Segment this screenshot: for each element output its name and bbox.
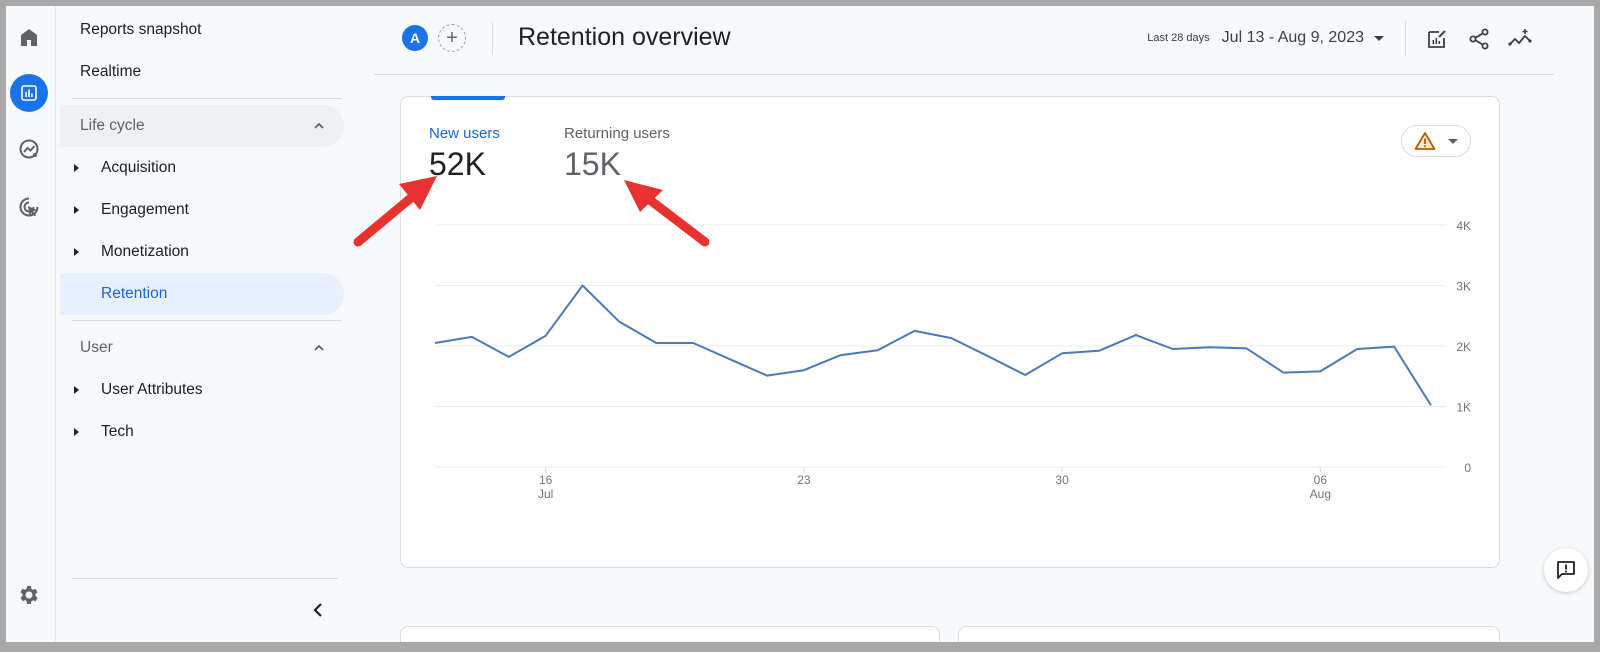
rail-settings-button[interactable] <box>10 576 48 614</box>
nav-section-life-cycle[interactable]: Life cycle <box>60 105 344 147</box>
rail-advertising-button[interactable] <box>10 188 48 226</box>
nav-item-label: Acquisition <box>101 159 176 176</box>
nav-item-label: Monetization <box>101 243 189 260</box>
rail-explore-button[interactable] <box>10 130 48 168</box>
metric-label: Returning users <box>564 125 670 142</box>
header-divider <box>492 22 493 54</box>
x-tick-label: 06 <box>1314 473 1328 487</box>
customize-report-button[interactable] <box>1424 26 1450 52</box>
dropdown-caret-icon <box>1448 138 1458 144</box>
collapse-nav-button[interactable] <box>306 598 330 622</box>
section-label: Life cycle <box>80 117 145 134</box>
feedback-icon <box>1557 561 1575 579</box>
date-range-picker[interactable]: Last 28 days Jul 13 - Aug 9, 2023 <box>1147 29 1384 47</box>
y-tick-label: 3K <box>1456 280 1471 294</box>
nav-item-tech[interactable]: Tech <box>60 411 344 453</box>
nav-realtime[interactable]: Realtime <box>80 63 142 80</box>
page-title: Retention overview <box>518 23 731 51</box>
data-quality-button[interactable] <box>1401 125 1471 157</box>
section-label: User <box>80 339 113 356</box>
x-tick-label: 30 <box>1055 473 1069 487</box>
expand-arrow-icon <box>74 386 79 394</box>
summary-card-left <box>400 626 940 642</box>
feedback-button[interactable] <box>1544 548 1588 592</box>
explore-icon <box>19 139 39 159</box>
home-icon <box>21 29 37 46</box>
metric-label: New users <box>429 125 500 142</box>
y-tick-label: 2K <box>1456 340 1471 354</box>
warning-icon <box>1414 132 1436 150</box>
nav-item-acquisition[interactable]: Acquisition <box>60 147 344 189</box>
chevron-left-icon <box>313 603 322 617</box>
comparison-avatar[interactable]: A <box>402 25 428 51</box>
x-tick-month-label: Aug <box>1310 487 1331 501</box>
x-tick-label: 16 <box>539 473 553 487</box>
metric-value: 15K <box>564 146 621 182</box>
nav-item-label: Retention <box>101 285 168 302</box>
rail-reports-button[interactable] <box>10 74 48 112</box>
summary-card-right <box>958 626 1500 642</box>
reports-icon <box>21 85 37 101</box>
chevron-up-icon <box>314 344 324 351</box>
expand-arrow-icon <box>74 248 79 256</box>
nav-item-engagement[interactable]: Engagement <box>60 189 344 231</box>
y-tick-label: 4K <box>1456 219 1471 233</box>
x-tick-month-label: Jul <box>538 487 553 501</box>
reports-nav: Reports snapshot Realtime Life cycle Acq… <box>56 6 356 642</box>
nav-item-monetization[interactable]: Monetization <box>60 231 344 273</box>
retention-chart-card: New users 52K Returning users 15K 0 1K 2K 3… <box>400 96 1500 568</box>
chevron-up-icon <box>314 122 324 129</box>
nav-section-user[interactable]: User <box>60 327 344 369</box>
nav-divider <box>72 578 338 579</box>
customize-report-icon <box>1428 30 1446 48</box>
date-range-value: Jul 13 - Aug 9, 2023 <box>1221 29 1364 46</box>
header-divider <box>1405 20 1406 56</box>
advertising-icon <box>19 197 39 217</box>
expand-arrow-icon <box>74 206 79 214</box>
nav-reports-snapshot[interactable]: Reports snapshot <box>80 21 202 38</box>
y-tick-label: 0 <box>1464 461 1471 475</box>
series-line-new-users[interactable] <box>434 284 1432 406</box>
nav-item-label: User Attributes <box>101 381 203 398</box>
nav-divider <box>72 98 342 99</box>
share-icon <box>1469 28 1489 50</box>
metric-tab-returning-users[interactable]: Returning users 15K <box>564 125 670 183</box>
nav-rail <box>6 6 56 642</box>
insights-icon <box>1508 29 1532 46</box>
x-tick-label: 23 <box>797 473 811 487</box>
gear-icon <box>20 586 38 604</box>
nav-item-label: Engagement <box>101 201 189 218</box>
share-button[interactable] <box>1466 26 1492 52</box>
metric-tab-new-users[interactable]: New users 52K <box>429 125 500 183</box>
nav-item-label: Tech <box>101 423 134 440</box>
nav-divider <box>72 320 342 321</box>
rail-home-button[interactable] <box>10 18 48 56</box>
metric-value: 52K <box>429 146 486 182</box>
add-comparison-button[interactable]: + <box>438 24 466 52</box>
insights-button[interactable] <box>1508 26 1534 52</box>
report-header: A + Retention overview Last 28 days Jul … <box>374 6 1554 75</box>
active-metric-indicator <box>431 96 505 100</box>
date-range-preset: Last 28 days <box>1147 32 1210 44</box>
app-frame: Reports snapshot Realtime Life cycle Acq… <box>6 6 1594 642</box>
expand-arrow-icon <box>74 164 79 172</box>
y-tick-label: 1K <box>1456 401 1471 415</box>
expand-arrow-icon <box>74 428 79 436</box>
dropdown-caret-icon <box>1374 35 1384 41</box>
nav-item-retention[interactable]: Retention <box>60 273 344 315</box>
nav-item-user-attributes[interactable]: User Attributes <box>60 369 344 411</box>
